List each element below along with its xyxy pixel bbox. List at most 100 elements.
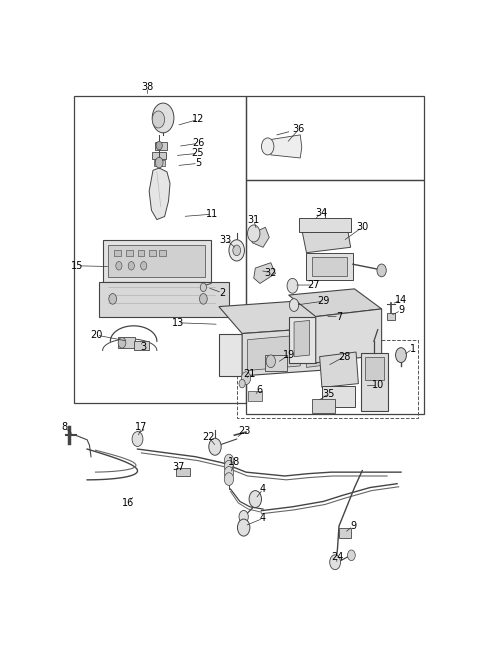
Text: 16: 16 [122,498,134,508]
Circle shape [132,432,143,446]
Circle shape [116,261,122,270]
Circle shape [229,240,244,261]
Circle shape [266,355,276,367]
Circle shape [289,299,299,311]
Circle shape [239,510,248,523]
Text: 9: 9 [398,305,404,315]
Bar [312,399,335,413]
Circle shape [200,293,207,305]
Bar [118,338,135,348]
Circle shape [128,261,134,270]
Bar [299,218,351,232]
Bar [152,152,166,159]
Polygon shape [316,309,382,363]
Polygon shape [242,326,350,376]
Circle shape [200,283,206,291]
Circle shape [209,438,221,455]
Polygon shape [248,335,300,371]
Text: 29: 29 [317,296,330,307]
Circle shape [239,379,245,388]
Text: 30: 30 [356,222,368,232]
Text: 32: 32 [264,267,277,278]
Polygon shape [320,352,359,387]
Bar [108,245,205,277]
Polygon shape [306,328,343,367]
Polygon shape [254,263,276,283]
Circle shape [156,142,162,150]
Bar [387,312,395,320]
Text: 27: 27 [307,280,320,290]
Text: 35: 35 [323,389,335,399]
Text: 21: 21 [244,369,256,379]
Text: 22: 22 [203,432,215,442]
Circle shape [224,454,234,467]
Polygon shape [219,299,350,334]
Polygon shape [252,227,269,248]
Text: 24: 24 [331,552,344,562]
Bar [114,250,121,256]
Polygon shape [288,289,382,316]
Text: 3: 3 [140,342,146,352]
Circle shape [287,278,298,293]
Bar [176,468,190,476]
Bar [248,391,262,401]
Bar [339,528,351,538]
Text: 33: 33 [220,234,232,244]
Text: 36: 36 [293,124,305,134]
Bar [155,142,167,150]
Bar [103,240,211,282]
Text: 10: 10 [372,380,384,390]
Circle shape [224,473,234,485]
Text: 1: 1 [409,344,416,354]
Circle shape [233,245,240,256]
Text: 13: 13 [172,318,184,328]
Circle shape [152,111,165,128]
Text: 31: 31 [248,215,260,225]
Text: 19: 19 [283,350,295,360]
Circle shape [118,338,126,348]
Text: 14: 14 [395,295,407,305]
Text: 34: 34 [315,208,327,218]
Text: 15: 15 [71,261,83,271]
Bar [322,386,355,407]
Circle shape [152,103,174,133]
Bar [137,250,144,256]
Text: 4: 4 [260,513,266,524]
Circle shape [241,372,251,385]
Bar [312,257,347,276]
Bar [360,353,388,410]
Bar [133,341,149,350]
Text: 2: 2 [219,288,225,298]
Bar [149,250,156,256]
Bar [99,282,229,316]
Polygon shape [219,334,242,376]
Circle shape [238,519,250,536]
Text: 7: 7 [336,312,342,322]
Text: 23: 23 [238,426,251,436]
Bar [126,250,133,256]
Text: 28: 28 [338,352,350,361]
Text: 37: 37 [172,462,185,472]
Circle shape [330,555,340,570]
Polygon shape [294,320,310,357]
Text: 4: 4 [260,484,266,494]
Circle shape [224,467,234,479]
Polygon shape [288,316,316,363]
Text: 5: 5 [195,158,201,168]
Text: 12: 12 [192,115,204,124]
Text: 20: 20 [90,330,103,340]
Circle shape [377,264,386,277]
Circle shape [396,348,407,363]
Text: 38: 38 [142,82,154,92]
Text: 17: 17 [135,422,147,432]
Circle shape [249,491,262,508]
Circle shape [348,550,355,561]
Text: 26: 26 [192,138,204,148]
Circle shape [248,225,260,242]
Text: 25: 25 [192,148,204,158]
Polygon shape [271,135,302,158]
Polygon shape [149,168,170,220]
Circle shape [156,158,163,168]
Bar [265,355,287,371]
Bar [306,253,353,279]
